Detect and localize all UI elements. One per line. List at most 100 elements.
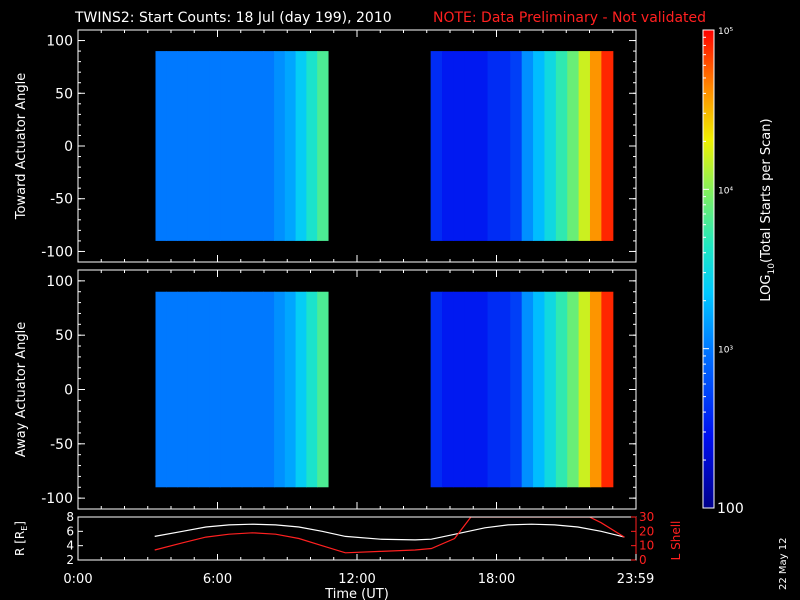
heatmap-column bbox=[601, 291, 614, 488]
heatmap-column bbox=[510, 51, 523, 241]
r-axis-label: R [RE] bbox=[13, 521, 29, 556]
heatmap-column bbox=[177, 51, 189, 241]
y-axis-label: Toward Actuator Angle bbox=[14, 73, 29, 220]
heatmap-column bbox=[166, 51, 178, 241]
heatmap-column bbox=[317, 291, 329, 488]
y-tick-label: 2 bbox=[66, 553, 74, 567]
y-tick-label: 100 bbox=[46, 34, 73, 50]
heatmap-column bbox=[555, 51, 568, 241]
heatmap-column bbox=[544, 291, 557, 488]
heatmap-column bbox=[177, 291, 189, 488]
orbit-axis-frame bbox=[77, 516, 637, 561]
heatmap-column bbox=[578, 51, 591, 241]
heatmap-column bbox=[430, 51, 443, 241]
heatmap-column bbox=[187, 291, 200, 488]
r-series-line bbox=[154, 523, 625, 541]
heatmap-column bbox=[430, 291, 443, 488]
heatmap-column bbox=[155, 51, 167, 241]
y2-tick-label: 30 bbox=[639, 510, 654, 524]
heatmap-column bbox=[209, 51, 221, 241]
y-axis-label: Away Actuator Angle bbox=[14, 322, 29, 457]
heatmap-column bbox=[274, 291, 286, 488]
heatmap-column bbox=[263, 291, 275, 488]
colorbar-tick-label: 10⁴ bbox=[718, 186, 733, 196]
heatmap-column bbox=[306, 291, 318, 488]
heatmap-column bbox=[498, 51, 511, 241]
heatmap-column bbox=[284, 51, 297, 241]
x-tick-label: 18:00 bbox=[478, 572, 515, 587]
x-tick-label: 12:00 bbox=[338, 572, 375, 587]
lshell-series-line bbox=[154, 517, 625, 554]
colorbar-label: LOG10(Total Starts per Scan) bbox=[759, 118, 777, 301]
colorbar-tick-label: 10⁵ bbox=[718, 27, 733, 37]
heatmap-column bbox=[464, 291, 477, 488]
colorbar: 100 10³ 10⁴ 10⁵ bbox=[702, 27, 744, 517]
colorbar-scale bbox=[702, 29, 715, 509]
x-tick-label: 23:59 bbox=[617, 572, 654, 587]
x-axis-label: Time (UT) bbox=[324, 587, 389, 600]
y2-tick-label: 20 bbox=[639, 524, 654, 538]
heatmap-column bbox=[263, 51, 275, 241]
heatmap-column bbox=[284, 291, 297, 488]
y-tick-label: -50 bbox=[50, 437, 73, 453]
heatmap-column bbox=[442, 291, 454, 488]
heatmap-column bbox=[187, 51, 200, 241]
heatmap-column bbox=[274, 51, 286, 241]
heatmap-column bbox=[601, 51, 614, 241]
creation-date: 22 May 12 bbox=[778, 538, 789, 590]
heatmap-column bbox=[589, 51, 602, 241]
y-tick-label: 8 bbox=[66, 510, 74, 524]
heatmap-column bbox=[567, 291, 580, 488]
heatmap-column bbox=[589, 291, 602, 488]
x-tick-label: 6:00 bbox=[203, 572, 232, 587]
y-tick-label: 0 bbox=[64, 139, 73, 155]
heatmap-column bbox=[241, 291, 254, 488]
heatmap-column bbox=[521, 51, 534, 241]
heatmap-column bbox=[442, 51, 454, 241]
heatmap-column bbox=[578, 291, 591, 488]
y-tick-label: 50 bbox=[55, 86, 73, 102]
y-tick-label: 100 bbox=[46, 274, 73, 290]
away-panel: 100 50 0 -50 -100 Away Actuator Angle bbox=[14, 269, 637, 510]
y-tick-label: -50 bbox=[50, 192, 73, 208]
heatmap-column bbox=[252, 51, 264, 241]
heatmap-column bbox=[220, 51, 232, 241]
heatmap-column bbox=[230, 291, 243, 488]
colorbar-tick-label: 10³ bbox=[718, 346, 733, 356]
heatmap-column bbox=[487, 291, 500, 488]
heatmap-column bbox=[306, 51, 318, 241]
chart-title: TWINS2: Start Counts: 18 Jul (day 199), … bbox=[74, 10, 392, 26]
heatmap-column bbox=[166, 291, 178, 488]
heatmap-column bbox=[533, 291, 546, 488]
heatmap-column bbox=[453, 51, 466, 241]
heatmap-column bbox=[476, 291, 489, 488]
heatmap-column bbox=[521, 291, 534, 488]
y-tick-label: -100 bbox=[41, 244, 73, 260]
colorbar-tick-label: 100 bbox=[717, 501, 744, 517]
y2-tick-label: 0 bbox=[639, 553, 647, 567]
heatmap-column bbox=[209, 291, 221, 488]
heatmap-column bbox=[487, 51, 500, 241]
y-tick-label: 0 bbox=[64, 383, 73, 399]
data-note: NOTE: Data Preliminary - Not validated bbox=[433, 10, 706, 26]
heatmap-column bbox=[198, 51, 210, 241]
y-tick-label: -100 bbox=[41, 491, 73, 507]
heatmap-column bbox=[510, 291, 523, 488]
heatmap-column bbox=[317, 51, 329, 241]
heatmap-column bbox=[498, 291, 511, 488]
heatmap-column bbox=[155, 291, 167, 488]
heatmap-column bbox=[252, 291, 264, 488]
heatmap-column bbox=[544, 51, 557, 241]
heatmap-column bbox=[567, 51, 580, 241]
x-tick-label: 0:00 bbox=[63, 572, 92, 587]
y-tick-label: 4 bbox=[66, 539, 74, 553]
heatmap-column bbox=[241, 51, 254, 241]
heatmap-column bbox=[230, 51, 243, 241]
y-tick-label: 50 bbox=[55, 328, 73, 344]
y2-tick-label: 10 bbox=[639, 539, 654, 553]
heatmap-column bbox=[555, 291, 568, 488]
heatmap-column bbox=[220, 291, 232, 488]
